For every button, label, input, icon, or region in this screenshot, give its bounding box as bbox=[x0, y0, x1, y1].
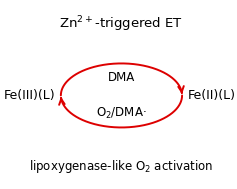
Text: DMA: DMA bbox=[108, 71, 135, 84]
Text: Fe(III)(L): Fe(III)(L) bbox=[4, 89, 55, 102]
Text: Fe(II)(L): Fe(II)(L) bbox=[188, 89, 236, 102]
Text: lipoxygenase-like O$_2$ activation: lipoxygenase-like O$_2$ activation bbox=[29, 158, 214, 175]
Text: Zn$^{2+}$-triggered ET: Zn$^{2+}$-triggered ET bbox=[59, 14, 183, 34]
Text: O$_2$/DMA·: O$_2$/DMA· bbox=[96, 105, 147, 121]
